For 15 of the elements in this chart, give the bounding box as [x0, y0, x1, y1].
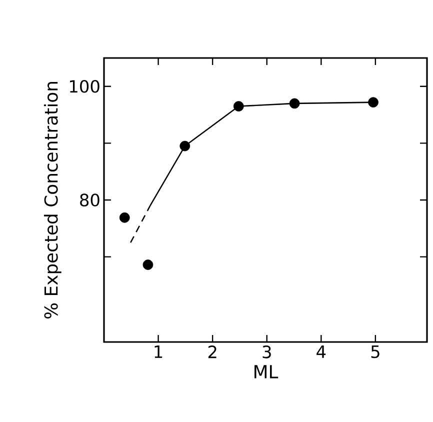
x-tick-label: 1: [154, 346, 162, 358]
point: [119, 212, 130, 223]
point: [180, 140, 190, 152]
point: [368, 97, 378, 108]
y-axis-title: % Expected Concentration: [44, 82, 62, 318]
y-tick-label: 80: [80, 194, 100, 206]
x-tick-label: 2: [208, 346, 216, 358]
x-tick-label: 3: [262, 346, 271, 358]
x-tick-label: 4: [316, 346, 326, 358]
point: [233, 101, 244, 112]
y-tick-label: 100: [70, 80, 100, 93]
point: [289, 98, 300, 109]
x-tick-label: 5: [371, 346, 380, 358]
point: [142, 260, 154, 270]
x-axis-title: ML: [254, 365, 278, 378]
